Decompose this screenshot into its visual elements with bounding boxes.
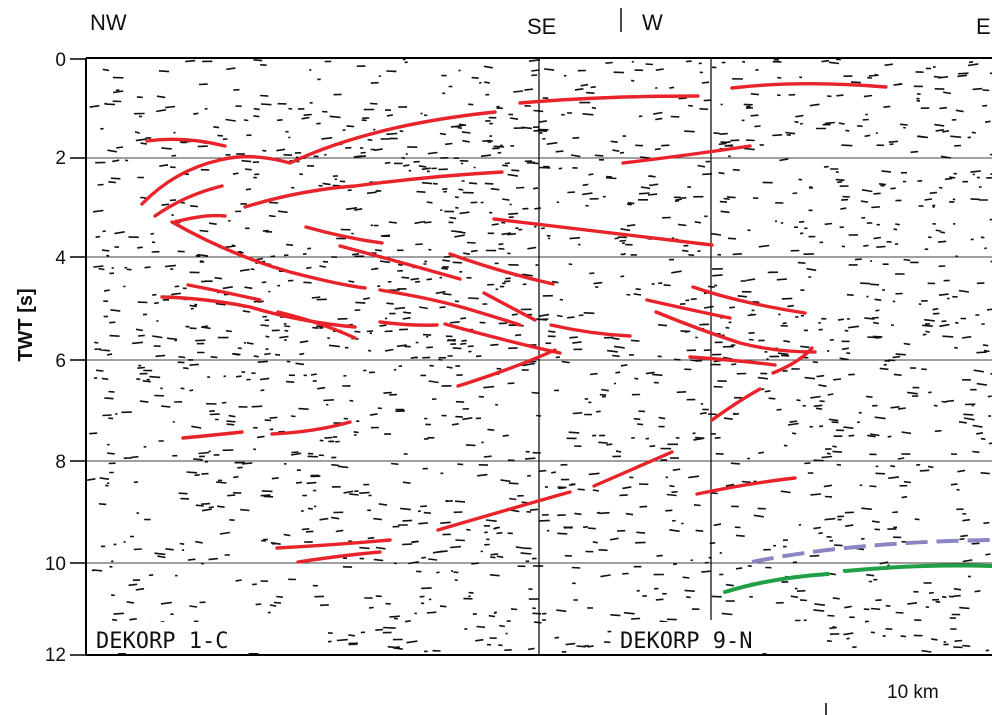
seismic-plot-area: DEKORP 1-C DEKORP 9-N xyxy=(85,57,992,656)
scale-bar: 10 km xyxy=(825,682,939,715)
profile-label-box-left xyxy=(88,622,328,653)
y-tick-label-8: 8 xyxy=(55,452,66,473)
red-reflector-line xyxy=(140,110,497,206)
red-reflector-line xyxy=(436,490,572,532)
green-reflector-line xyxy=(723,572,830,594)
red-reflector-line xyxy=(181,430,244,440)
red-reflector-line xyxy=(730,82,888,90)
red-reflector-line xyxy=(691,285,807,315)
red-reflector-line xyxy=(518,94,700,105)
red-reflector-line xyxy=(710,387,762,422)
red-reflector-line xyxy=(270,420,352,436)
red-reflector-line xyxy=(448,252,555,286)
red-reflector-line xyxy=(492,217,714,247)
red-reflector-line xyxy=(378,288,522,327)
y-tick-label-4: 4 xyxy=(55,248,66,269)
profile-label-box-right xyxy=(612,622,827,653)
red-reflector-line xyxy=(695,476,797,496)
y-tick-label-12: 12 xyxy=(45,645,66,666)
seismic-noise-strokes xyxy=(86,58,992,655)
direction-label-e: E xyxy=(976,14,991,39)
red-reflector-line xyxy=(296,550,382,564)
red-reflector-line xyxy=(443,322,562,355)
profile-label-dekorp-1c: DEKORP 1-C xyxy=(96,629,228,654)
direction-label-w: W xyxy=(642,10,663,35)
green-reflector-line xyxy=(843,563,992,573)
red-reflector-line xyxy=(170,220,367,290)
red-reflector-line xyxy=(456,348,557,388)
seismic-noise xyxy=(86,58,992,655)
red-reflector-line xyxy=(145,137,227,148)
red-reflector-line xyxy=(276,310,357,340)
red-reflector-line xyxy=(654,310,817,354)
y-tick-label-0: 0 xyxy=(55,50,66,71)
red-reflector-line xyxy=(378,320,439,327)
y-tick-label-10: 10 xyxy=(45,554,66,575)
red-reflector-line xyxy=(275,538,392,550)
scale-bar-label: 10 km xyxy=(887,682,939,703)
red-reflector-line xyxy=(153,184,224,218)
direction-label-se: SE xyxy=(527,14,556,39)
red-reflector-line xyxy=(592,450,674,488)
y-tick-label-6: 6 xyxy=(55,351,66,372)
profile-label-dekorp-9n: DEKORP 9-N xyxy=(620,629,752,654)
red-reflector-line xyxy=(304,225,384,245)
red-reflector-line xyxy=(549,323,632,338)
y-tick-label-2: 2 xyxy=(55,148,66,169)
interpreted-reflectors xyxy=(140,82,992,594)
red-reflector-line xyxy=(482,291,537,322)
red-reflector-line xyxy=(645,298,732,320)
red-reflector-line xyxy=(338,244,462,281)
y-axis-title: TWT [s] xyxy=(15,288,37,361)
dashed-reflector-line xyxy=(751,538,992,564)
red-reflector-line xyxy=(186,283,262,302)
red-reflector-line xyxy=(688,355,777,367)
red-reflector-line xyxy=(160,295,357,329)
red-reflector-line xyxy=(621,144,752,165)
red-reflector-line xyxy=(243,170,504,209)
red-reflector-line xyxy=(173,213,227,224)
red-reflector-line xyxy=(771,346,814,375)
y-axis: 0 2 4 6 8 10 12 TWT [s] xyxy=(15,50,86,666)
direction-label-nw: NW xyxy=(90,10,127,35)
